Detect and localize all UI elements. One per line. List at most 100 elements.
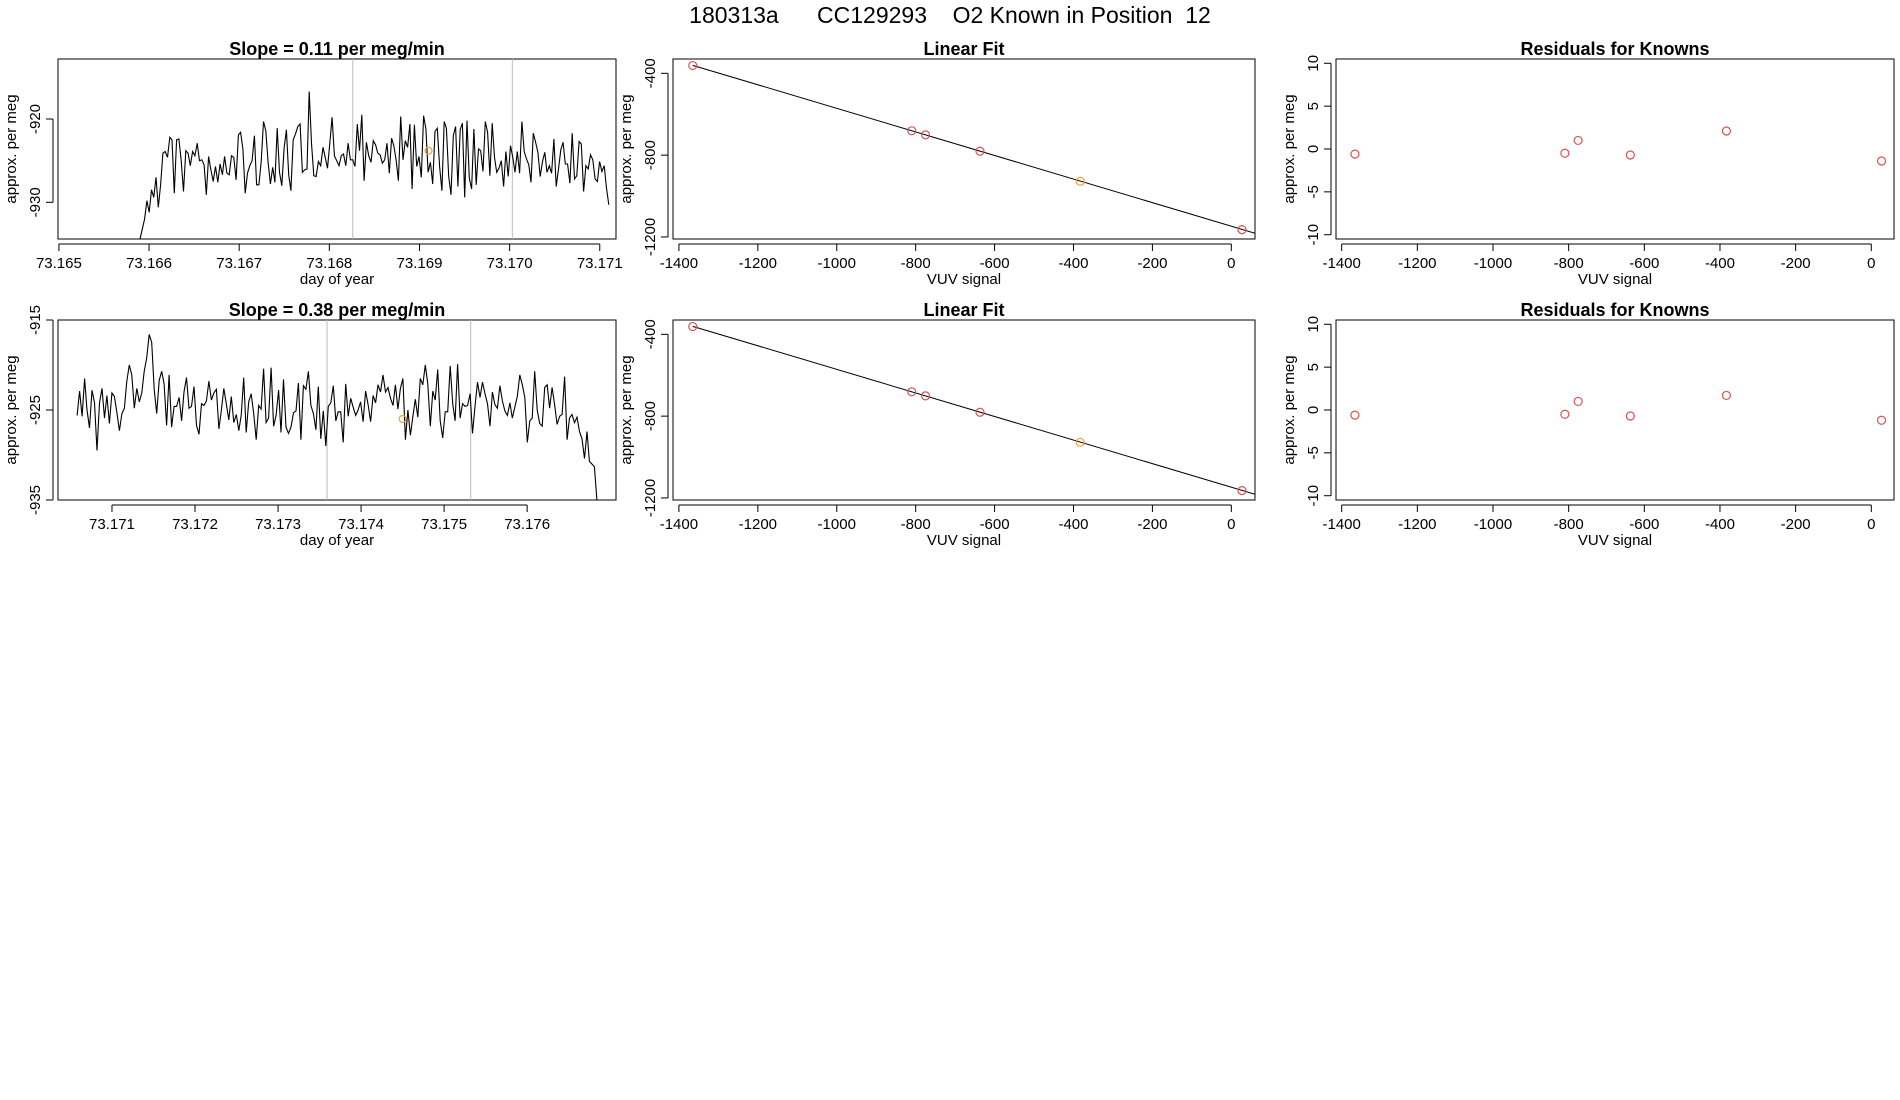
x-tick-label: 0 xyxy=(1867,255,1875,272)
x-tick-label: 73.167 xyxy=(216,255,262,272)
data-layer xyxy=(1350,390,1887,425)
x-tick-label: -1200 xyxy=(739,516,777,533)
y-tick-label: -920 xyxy=(27,104,44,134)
y-tick-label: -5 xyxy=(1305,446,1322,459)
known-point xyxy=(688,60,698,71)
x-tick-label: -1000 xyxy=(1474,516,1512,533)
known-point xyxy=(920,391,931,401)
y-axis-label: approx. per meg xyxy=(3,94,20,203)
panel-title: Slope = 0.11 per meg/min xyxy=(229,39,445,59)
y-tick-label: -925 xyxy=(27,395,44,425)
y-tick-label: -800 xyxy=(642,401,659,431)
panel-title: Linear Fit xyxy=(923,39,1004,59)
series-line xyxy=(139,91,610,239)
x-tick-label: -800 xyxy=(901,255,931,272)
fit-line xyxy=(692,325,1255,495)
x-tick-label: -1400 xyxy=(660,255,698,272)
data-layer xyxy=(76,320,598,500)
x-tick-label: -1000 xyxy=(818,255,856,272)
x-tick-label: -400 xyxy=(1058,255,1088,272)
y-tick-label: -400 xyxy=(642,319,659,349)
plot-frame xyxy=(672,58,1256,240)
known-point xyxy=(907,387,917,397)
data-layer xyxy=(688,321,1255,496)
x-tick-label: -1200 xyxy=(1398,255,1436,272)
x-tick-label: -1400 xyxy=(1322,255,1360,272)
known-point xyxy=(1721,126,1732,136)
x-tick-label: -600 xyxy=(1629,255,1659,272)
x-axis-label: VUV signal xyxy=(1578,532,1652,549)
x-tick-label: -200 xyxy=(1137,516,1167,533)
y-tick-label: 10 xyxy=(1305,55,1322,72)
y-tick-label: -400 xyxy=(642,58,659,88)
y-tick-label: -10 xyxy=(1305,224,1322,246)
x-tick-label: -1400 xyxy=(1322,516,1360,533)
x-axis-label: VUV signal xyxy=(1578,271,1652,288)
x-tick-label: 73.169 xyxy=(397,255,443,272)
known-point xyxy=(1350,410,1360,420)
x-tick-label: 73.171 xyxy=(577,255,623,272)
known-point xyxy=(1350,149,1360,159)
plot-frame xyxy=(57,58,617,240)
plot-frame xyxy=(1335,58,1895,240)
y-axis-label: approx. per meg xyxy=(618,355,635,464)
x-tick-label: 73.172 xyxy=(172,516,218,533)
panel-res2: Residuals for Knowns-1400 -1200 -1000 -800-… xyxy=(1281,300,1895,549)
x-tick-label: 73.171 xyxy=(89,516,135,533)
x-tick-label: -400 xyxy=(1058,516,1088,533)
panel-ts1: Slope = 0.11 per meg/min 73.165 73.166 73.1… xyxy=(3,39,623,288)
y-tick-label: -930 xyxy=(27,187,44,217)
known-point xyxy=(1876,156,1887,166)
known-point xyxy=(1625,150,1635,160)
known-point xyxy=(1625,411,1635,421)
x-tick-label: 73.176 xyxy=(504,516,550,533)
panel-title: Slope = 0.38 per meg/min xyxy=(229,300,446,320)
mean-marker-point xyxy=(424,146,433,155)
panel-title: Residuals for Knowns xyxy=(1520,39,1709,59)
panel-res1: Residuals for Knowns -1400 -1200 -1000 -800 -… xyxy=(1281,39,1895,288)
x-tick-label: -600 xyxy=(980,255,1010,272)
x-tick-label: -1200 xyxy=(1398,516,1436,533)
plot-frame xyxy=(57,319,617,501)
y-tick-label: -800 xyxy=(642,140,659,170)
x-tick-label: -600 xyxy=(980,516,1010,533)
x-tick-label: -400 xyxy=(1705,255,1735,272)
known-point xyxy=(1560,409,1570,419)
x-axis-label: VUV signal xyxy=(927,532,1001,549)
x-tick-label: 73.175 xyxy=(421,516,467,533)
y-tick-label: -915 xyxy=(27,305,44,335)
x-axis-label: day of year xyxy=(300,532,374,549)
data-layer xyxy=(688,60,1255,235)
known-point xyxy=(1237,224,1247,235)
x-tick-label: -1400 xyxy=(660,516,698,533)
x-tick-label: 0 xyxy=(1227,516,1235,533)
x-tick-label: -800 xyxy=(1554,255,1584,272)
y-axis-label: approx. per meg xyxy=(1281,94,1298,203)
mean-marker-point xyxy=(398,414,407,424)
known-point xyxy=(1876,415,1887,425)
y-tick-label: 5 xyxy=(1305,102,1322,110)
known-point xyxy=(907,126,917,136)
x-tick-label: -600 xyxy=(1629,516,1659,533)
known-point xyxy=(1721,390,1732,401)
panel-title: Residuals for Knowns xyxy=(1520,300,1709,320)
x-tick-label: 73.174 xyxy=(338,516,384,533)
x-tick-label: -1200 xyxy=(739,255,777,272)
y-tick-label: -1200 xyxy=(642,479,659,517)
y-tick-label: -10 xyxy=(1305,485,1322,507)
known-point xyxy=(1573,396,1583,407)
figure-title: 180313a CC129293 O2 Known in Position 12 xyxy=(689,2,1211,28)
x-tick-label: 73.166 xyxy=(126,255,172,272)
known-point xyxy=(688,321,698,332)
y-tick-label: 10 xyxy=(1305,316,1322,333)
panel-fit2: Linear Fit-1400 -1200 -1000 -800 -600 -400 -20… xyxy=(618,300,1256,549)
y-axis-label: approx. per meg xyxy=(618,94,635,203)
x-tick-label: 73.173 xyxy=(255,516,301,533)
plot-frame xyxy=(1335,319,1895,501)
x-tick-label: -1000 xyxy=(1474,255,1512,272)
x-tick-label: 0 xyxy=(1227,255,1235,272)
y-tick-label: 0 xyxy=(1305,406,1322,414)
sample-point xyxy=(1075,437,1085,447)
known-point xyxy=(920,130,931,140)
